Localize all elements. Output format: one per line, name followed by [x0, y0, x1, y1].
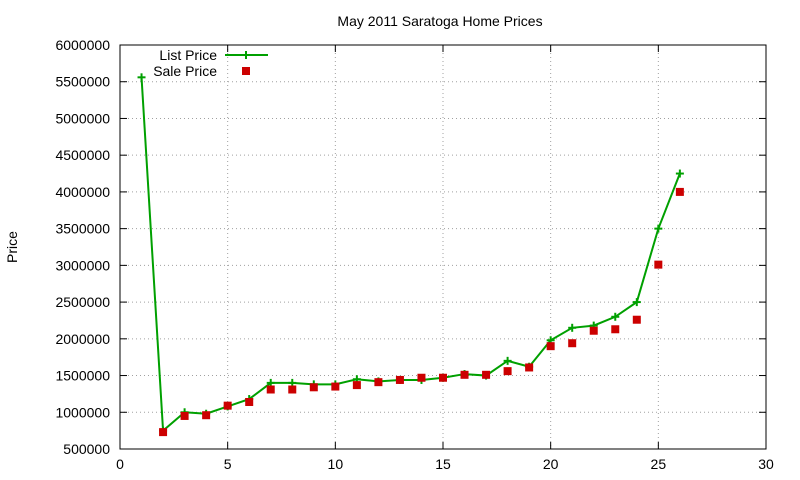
- y-tick-label: 2500000: [55, 294, 110, 310]
- sale-price-point: [374, 378, 383, 387]
- sale-price-point: [159, 428, 168, 437]
- sale-price-point: [439, 373, 447, 382]
- sale-price-point: [331, 382, 340, 391]
- y-tick-label: 1000000: [55, 404, 110, 420]
- y-tick-label: 4000000: [55, 184, 110, 200]
- legend-sale-price-marker: [242, 67, 250, 75]
- list-price-point: [503, 356, 512, 365]
- grid: [120, 45, 766, 449]
- legend-list-price-marker: [242, 51, 250, 59]
- list-price-point: [632, 298, 641, 307]
- list-price-line: [140, 77, 681, 433]
- sale-price-point: [395, 375, 404, 384]
- y-tick-label: 500000: [63, 441, 110, 457]
- y-tick-label: 5000000: [55, 110, 110, 126]
- plot-frame: [119, 44, 767, 450]
- sale-price-point: [266, 385, 275, 394]
- sale-price-point: [503, 367, 512, 376]
- legend-list-price-label: List Price: [159, 47, 217, 63]
- sale-price-point: [482, 370, 491, 379]
- y-tick-label: 4500000: [55, 147, 110, 163]
- y-tick-label: 6000000: [55, 37, 110, 53]
- sale-price-point: [546, 342, 555, 351]
- x-tick-label: 20: [543, 456, 559, 472]
- sale-price-point: [460, 370, 469, 379]
- sale-price-point: [202, 411, 211, 420]
- x-tick-label: 15: [435, 456, 451, 472]
- sale-price-point: [245, 397, 254, 406]
- y-tick-label: 1500000: [55, 368, 110, 384]
- list-price-point: [654, 224, 663, 233]
- x-tick-label: 30: [758, 456, 774, 472]
- x-tick-label: 10: [328, 456, 344, 472]
- sale-price-point: [352, 381, 361, 390]
- sale-price-point: [654, 260, 663, 269]
- chart-title: May 2011 Saratoga Home Prices: [337, 13, 542, 29]
- list-price-point: [137, 73, 146, 82]
- sale-price-point: [611, 325, 620, 334]
- y-tick-label: 5500000: [55, 74, 110, 90]
- list-price-point: [611, 312, 620, 321]
- sale-price-point: [632, 315, 641, 324]
- list-price-point: [568, 323, 577, 332]
- legend: List Price Sale Price: [153, 47, 268, 79]
- legend-sale-price-label: Sale Price: [153, 63, 217, 79]
- tick-labels: 0 5 10 15 20 25 30 500000 1000000 1500000 2000000 2…: [55, 37, 774, 472]
- sale-price-point: [288, 385, 297, 394]
- x-tick-label: 0: [116, 456, 124, 472]
- y-tick-label: 2000000: [55, 331, 110, 347]
- sale-price-point: [568, 339, 577, 348]
- y-tick-label: 3000000: [55, 257, 110, 273]
- sale-price-point: [309, 383, 318, 392]
- y-tick-label: 3500000: [55, 221, 110, 237]
- sale-price-point: [417, 373, 426, 382]
- series-layer: [137, 73, 684, 437]
- x-tick-label: 25: [651, 456, 667, 472]
- sale-price-point: [180, 411, 189, 420]
- sale-price-point: [589, 326, 598, 335]
- sale-price-point: [675, 187, 684, 196]
- list-price-point: [675, 169, 684, 178]
- sale-price-point: [223, 401, 232, 410]
- y-axis-label: Price: [4, 231, 20, 263]
- x-tick-label: 5: [224, 456, 232, 472]
- sale-price-point: [525, 363, 534, 372]
